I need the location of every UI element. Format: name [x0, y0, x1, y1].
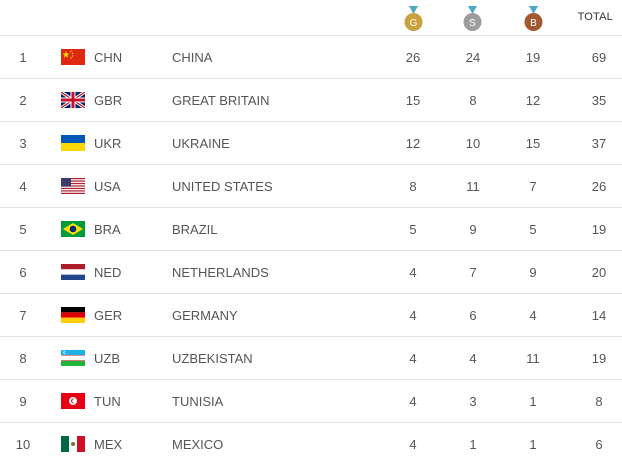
silver-count: 3 [469, 394, 477, 409]
rank-cell: 10 [15, 437, 31, 452]
mexico-flag-icon [61, 436, 85, 452]
silver-count: 24 [465, 50, 481, 65]
total-count: 8 [595, 394, 603, 409]
bronze-count: 4 [529, 308, 537, 323]
country-name: TUNISIA [172, 394, 224, 409]
total-count: 6 [595, 437, 603, 452]
table-row: 8 UZB UZBEKISTAN 4 4 11 19 [0, 336, 622, 380]
table-row: 10 MEX MEXICO 4 1 1 6 [0, 422, 622, 466]
gold-count: 4 [409, 394, 417, 409]
rank-cell: 4 [19, 179, 27, 194]
gold-count: 4 [409, 437, 417, 452]
silver-count: 11 [466, 179, 480, 194]
country-code: BRA [94, 222, 121, 237]
gold-count: 4 [409, 351, 417, 366]
gold-medal-icon: G [403, 6, 424, 32]
country-code: NED [94, 265, 122, 280]
gold-count: 5 [409, 222, 417, 237]
country-name: MEXICO [172, 437, 224, 452]
country-code: GER [94, 308, 123, 323]
country-name: BRAZIL [172, 222, 218, 237]
silver-count: 9 [469, 222, 477, 237]
silver-count: 7 [469, 265, 477, 280]
rank-cell: 3 [19, 136, 27, 151]
bronze-count: 7 [529, 179, 537, 194]
rank-cell: 6 [19, 265, 27, 280]
bronze-count: 15 [525, 136, 541, 151]
gold-count: 4 [409, 265, 417, 280]
bronze-count: 12 [525, 93, 541, 108]
tunisia-flag-icon [61, 393, 85, 409]
country-code: CHN [94, 50, 123, 65]
gold-count: 26 [405, 50, 421, 65]
svg-text:B: B [530, 18, 537, 29]
gold-count: 8 [409, 179, 417, 194]
country-name: UZBEKISTAN [172, 351, 253, 366]
country-code: USA [94, 179, 121, 194]
country-code: TUN [94, 394, 121, 409]
table-row: 5 BRA BRAZIL 5 9 5 19 [0, 207, 622, 251]
country-code: MEX [94, 437, 123, 452]
gold-count: 15 [405, 93, 421, 108]
great-britain-flag-icon [61, 92, 85, 108]
table-row: 6 NED NETHERLANDS 4 7 9 20 [0, 250, 622, 294]
total-count: 26 [591, 179, 607, 194]
country-name: NETHERLANDS [172, 265, 269, 280]
rank-cell: 7 [19, 308, 27, 323]
total-count: 14 [591, 308, 607, 323]
gold-count: 12 [405, 136, 421, 151]
usa-flag-icon [61, 178, 85, 194]
svg-text:S: S [469, 18, 476, 29]
country-name: CHINA [172, 50, 213, 65]
bronze-count: 1 [529, 437, 537, 452]
gold-count: 4 [409, 308, 417, 323]
country-name: UNITED STATES [172, 179, 273, 194]
bronze-count: 19 [525, 50, 541, 65]
total-count: 19 [591, 351, 607, 366]
table-row: 9 TUN TUNISIA 4 3 1 8 [0, 379, 622, 423]
total-count: 35 [591, 93, 607, 108]
silver-count: 10 [465, 136, 481, 151]
country-name: UKRAINE [172, 136, 230, 151]
table-row: 4 USA UNITED STATES 8 11 7 26 [0, 164, 622, 208]
uzbekistan-flag-icon [61, 350, 85, 366]
country-name: GREAT BRITAIN [172, 93, 270, 108]
table-header: G S B TOTAL [0, 0, 622, 35]
table-row: 7 GER GERMANY 4 6 4 14 [0, 293, 622, 337]
rank-cell: 5 [19, 222, 27, 237]
silver-count: 1 [469, 437, 477, 452]
table-row: 1 CHN CHINA 26 24 19 69 [0, 35, 622, 79]
rank-cell: 1 [19, 50, 27, 65]
silver-medal-icon: S [462, 6, 483, 32]
total-count: 69 [591, 50, 607, 65]
country-code: GBR [94, 93, 123, 108]
total-count: 20 [591, 265, 607, 280]
table-row: 3 UKR UKRAINE 12 10 15 37 [0, 121, 622, 165]
total-count: 19 [591, 222, 607, 237]
country-code: UKR [94, 136, 122, 151]
bronze-medal-icon: B [523, 6, 544, 32]
bronze-count: 1 [529, 394, 537, 409]
country-code: UZB [94, 351, 120, 366]
rank-cell: 8 [19, 351, 27, 366]
china-flag-icon [61, 49, 85, 65]
silver-count: 8 [469, 93, 477, 108]
total-count: 37 [591, 136, 607, 151]
silver-count: 4 [469, 351, 477, 366]
silver-count: 6 [469, 308, 477, 323]
rank-cell: 9 [19, 394, 27, 409]
bronze-count: 5 [529, 222, 537, 237]
germany-flag-icon [61, 307, 85, 323]
netherlands-flag-icon [61, 264, 85, 280]
table-row: 2 GBR GREAT BRITAIN 15 8 12 35 [0, 78, 622, 122]
rank-cell: 2 [19, 93, 27, 108]
total-column-header: TOTAL [577, 11, 613, 23]
svg-text:G: G [410, 18, 418, 29]
ukraine-flag-icon [61, 135, 85, 151]
bronze-count: 11 [526, 351, 540, 366]
country-name: GERMANY [172, 308, 238, 323]
brazil-flag-icon [61, 221, 85, 237]
bronze-count: 9 [529, 265, 537, 280]
